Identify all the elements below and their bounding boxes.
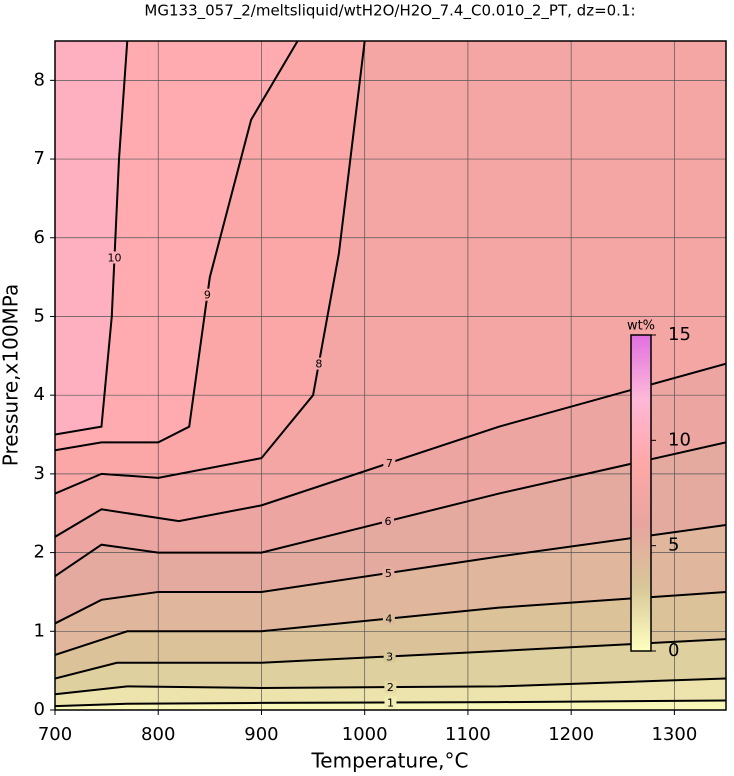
x-tick-label: 700	[38, 724, 72, 745]
y-tick-label: 7	[34, 148, 45, 169]
contour-label: 1	[387, 696, 394, 709]
contour-line	[55, 441, 726, 578]
y-axis-label: Pressure,x100MPa	[0, 284, 23, 466]
contour-label-bg	[382, 612, 395, 625]
contour-label-bg	[383, 456, 396, 469]
colorbar-tick-label: 15	[668, 324, 691, 345]
contour-label: 8	[315, 358, 322, 371]
contour-label: 6	[385, 515, 392, 528]
y-tick-label: 4	[34, 384, 45, 405]
contour-line	[55, 41, 129, 436]
contour-label: 3	[386, 650, 393, 663]
colorbar-tick-label: 10	[668, 429, 691, 450]
colorbar-label: wt%	[627, 319, 655, 334]
contour-label: 4	[385, 613, 392, 626]
x-tick-label: 1100	[445, 724, 491, 745]
colorbar-tick-label: 0	[668, 640, 679, 661]
contour-label: 9	[204, 289, 211, 302]
y-tick-label: 3	[34, 463, 45, 484]
y-tick-label: 0	[34, 699, 45, 720]
x-tick-label: 1300	[651, 724, 697, 745]
contour-label-bg	[382, 567, 395, 580]
x-tick-label: 800	[141, 724, 175, 745]
contour-line	[55, 677, 726, 696]
y-tick-label: 2	[34, 542, 45, 563]
contour-label: 2	[387, 681, 394, 694]
contour-label-bg	[384, 681, 397, 694]
colorbar-tick-label: 5	[668, 535, 679, 556]
contour-label: 10	[107, 251, 121, 264]
colorbar	[630, 334, 652, 652]
contour-label-bg	[382, 515, 395, 528]
contour-label: 7	[386, 457, 393, 470]
contour-label-bg	[312, 357, 325, 370]
contour-line	[55, 41, 366, 495]
x-tick-label: 1000	[342, 724, 388, 745]
contour-label-bg	[384, 696, 397, 709]
plot-area: 1 2 3 4 5 6 7 8 9 10	[55, 41, 726, 710]
contour-line	[55, 638, 726, 680]
contour-label: 5	[385, 567, 392, 580]
contour-line	[55, 362, 726, 538]
contour-line	[55, 699, 726, 708]
contour-label-bg	[108, 251, 121, 264]
y-tick-label: 6	[34, 227, 45, 248]
x-tick-label: 1200	[548, 724, 594, 745]
x-tick-label: 900	[244, 724, 278, 745]
contour-line	[55, 590, 726, 656]
y-tick-label: 1	[34, 620, 45, 641]
chart-title: MG133_057_2/meltsliquid/wtH2O/H2O_7.4_C0…	[144, 2, 635, 21]
plot-frame	[54, 40, 727, 711]
contour-line	[55, 524, 726, 625]
contour-line	[55, 41, 299, 452]
y-tick-label: 8	[34, 69, 45, 90]
contour-label-bg	[383, 650, 396, 663]
region-fill	[55, 41, 726, 710]
y-tick-label: 5	[34, 305, 45, 326]
x-axis-label: Temperature,°C	[310, 749, 468, 773]
contour-label-bg	[201, 288, 214, 301]
